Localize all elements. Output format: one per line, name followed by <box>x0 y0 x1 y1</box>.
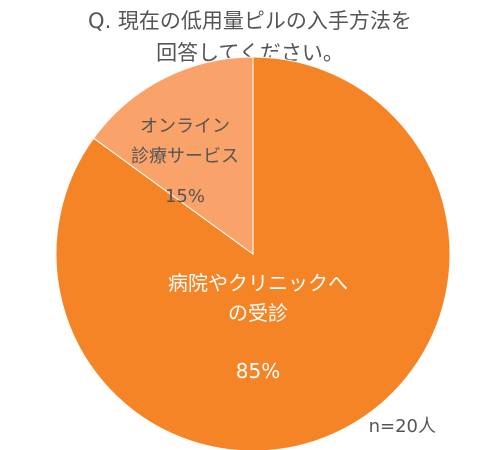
pie-slice-2-label-line-1: オンライン <box>140 116 230 137</box>
pie-slice-1-label-line-2: の受診 <box>228 301 288 325</box>
pie-slice-1-label-line-1: 病院やクリニックへ <box>168 271 348 295</box>
chart-title-line-1: Q. 現在の低用量ピルの入手方法を <box>88 9 412 33</box>
pie-slice-2-percent-label: 15% <box>165 186 205 207</box>
pie-slice-1 <box>55 56 451 450</box>
pie-slice-2 <box>92 56 254 255</box>
sample-size-note: n=20人 <box>368 416 436 437</box>
pie-slice-1-percent-label: 85% <box>236 359 280 383</box>
pie-slice-2-label-line-2: 診療サービス <box>131 146 239 167</box>
